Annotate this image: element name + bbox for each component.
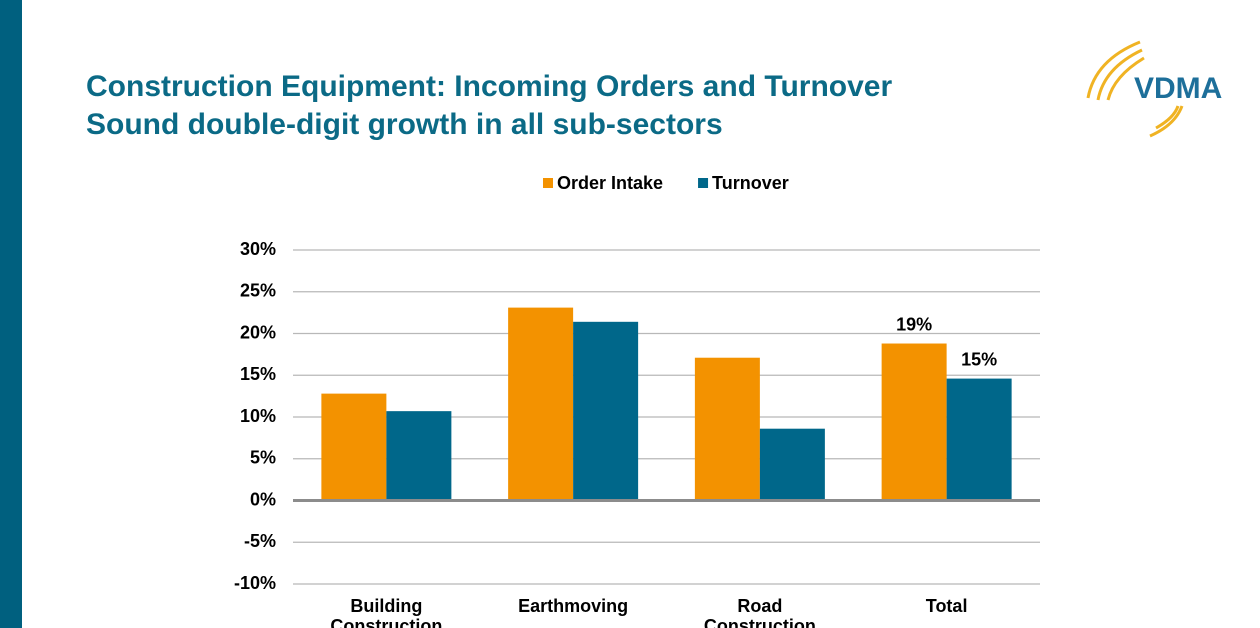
y-tick-label: 25% xyxy=(240,281,276,301)
data-label: 15% xyxy=(961,349,997,369)
side-bar xyxy=(0,0,22,628)
bar xyxy=(946,378,1012,501)
y-tick-label: 20% xyxy=(240,322,276,342)
y-tick-label: 15% xyxy=(240,364,276,384)
data-label: 19% xyxy=(896,314,932,334)
bar xyxy=(759,428,825,501)
y-tick-label: 30% xyxy=(240,239,276,259)
x-tick-label: Building Construction xyxy=(330,596,443,628)
chart-subtitle: Sound double-digit growth in all sub-sec… xyxy=(86,108,723,141)
bar xyxy=(694,357,760,501)
bar xyxy=(573,321,639,501)
y-tick-label: 0% xyxy=(250,489,276,509)
y-tick-label: -5% xyxy=(244,531,276,551)
bar xyxy=(881,343,947,501)
logo-text: VDMA xyxy=(1134,72,1222,105)
bar xyxy=(508,307,574,501)
y-tick-label: 10% xyxy=(240,406,276,426)
x-tick-label: Earthmoving xyxy=(518,596,629,616)
bar xyxy=(386,411,452,501)
bar xyxy=(321,393,387,501)
y-tick-label: 5% xyxy=(250,448,276,468)
chart-title: Construction Equipment: Incoming Orders … xyxy=(86,70,892,103)
x-tick-label: Total xyxy=(925,596,968,616)
legend-swatch xyxy=(698,178,709,188)
legend-label: Turnover xyxy=(712,173,789,193)
logo: VDMA xyxy=(1086,40,1222,138)
x-tick-label: Road Construction xyxy=(703,596,816,628)
legend-label: Order Intake xyxy=(557,173,663,193)
legend-swatch xyxy=(543,178,553,188)
y-tick-label: -10% xyxy=(234,573,276,593)
